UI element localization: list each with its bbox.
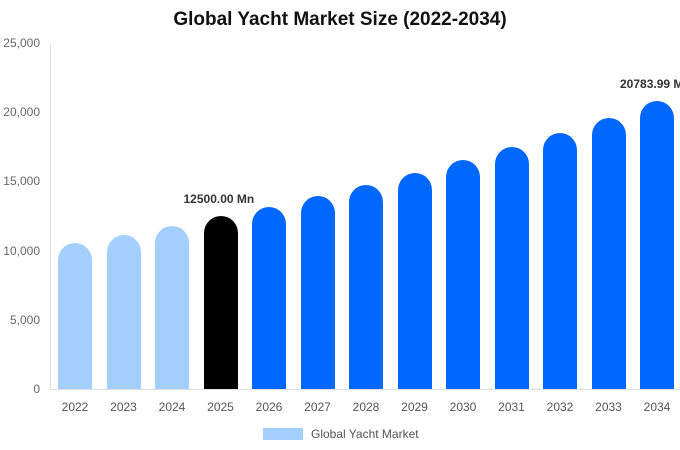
- bar-2025[interactable]: [203, 216, 238, 389]
- y-tick-label: 15,000: [3, 174, 40, 189]
- bar-2032[interactable]: [543, 132, 577, 389]
- x-tick-label: 2025: [207, 400, 234, 414]
- bar-2026[interactable]: [252, 207, 286, 389]
- x-tick-label: 2031: [498, 400, 525, 414]
- x-tick-label: 2024: [158, 400, 186, 414]
- x-tick-label: 2033: [595, 400, 622, 414]
- bar-2028[interactable]: [349, 184, 383, 389]
- y-axis-line: [50, 43, 51, 389]
- y-tick-label: 10,000: [3, 243, 40, 258]
- x-tick-label: 2030: [449, 400, 477, 414]
- data-label: 20783.99 Mn: [620, 77, 680, 92]
- bar-2033[interactable]: [591, 118, 626, 389]
- x-tick-label: 2029: [401, 400, 428, 414]
- bar-2034[interactable]: [640, 101, 674, 389]
- bar-2030[interactable]: [446, 159, 480, 389]
- x-tick-label: 2034: [643, 400, 671, 414]
- legend[interactable]: Global Yacht Market: [263, 427, 419, 441]
- legend-swatch: [263, 428, 303, 440]
- bar-2027[interactable]: [300, 195, 335, 389]
- bar-2031[interactable]: [494, 146, 529, 389]
- legend-label: Global Yacht Market: [311, 427, 419, 441]
- x-tick-label: 2028: [352, 400, 380, 414]
- bar-2022[interactable]: [58, 242, 92, 389]
- x-tick-label: 2023: [110, 400, 137, 414]
- x-axis-line: [50, 389, 680, 390]
- bar-2023[interactable]: [106, 234, 141, 389]
- x-tick-label: 2022: [61, 400, 89, 414]
- y-tick-label: 0: [33, 382, 40, 396]
- y-tick-label: 25,000: [3, 36, 40, 50]
- x-tick-label: 2027: [304, 400, 331, 414]
- bar-2024[interactable]: [155, 225, 189, 389]
- data-label: 12500.00 Mn: [183, 192, 255, 206]
- chart-title: Global Yacht Market Size (2022-2034): [173, 9, 507, 30]
- bar-2029[interactable]: [397, 172, 432, 389]
- x-tick-label: 2032: [546, 400, 574, 414]
- y-tick-label: 20,000: [3, 105, 40, 120]
- x-tick-label: 2026: [255, 400, 283, 414]
- y-tick-label: 5,000: [9, 312, 40, 327]
